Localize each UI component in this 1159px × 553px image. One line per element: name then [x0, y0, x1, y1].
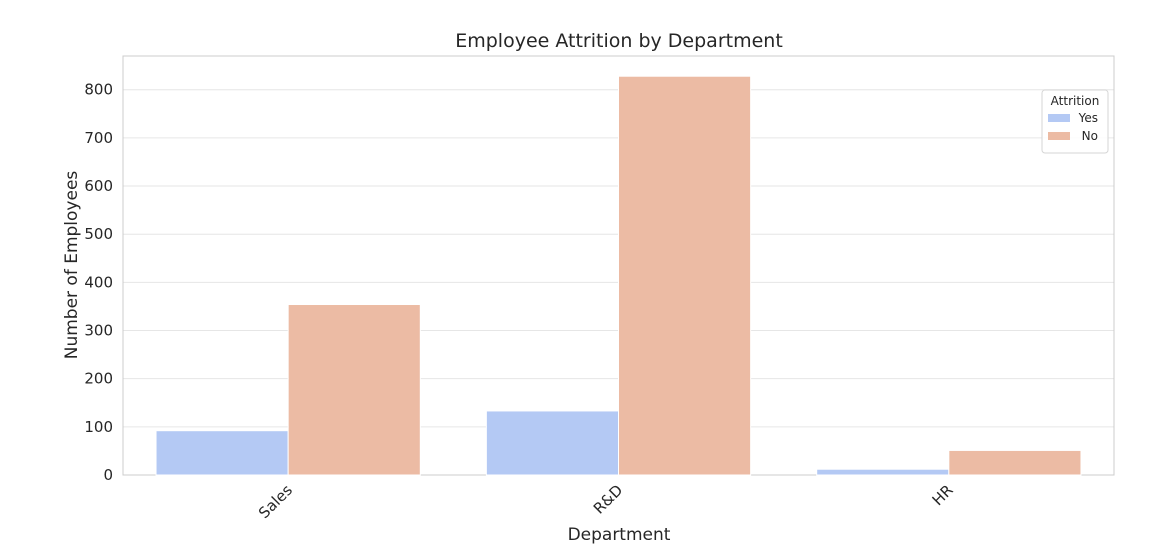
- legend-label-no: No: [1082, 129, 1098, 143]
- legend-title: Attrition: [1051, 94, 1100, 108]
- bar-no-2: [948, 449, 1082, 476]
- y-tick-label: 800: [84, 81, 113, 99]
- x-axis-label: Department: [568, 525, 671, 545]
- x-tick-label: HR: [929, 481, 957, 509]
- legend: Attrition Yes No: [1041, 89, 1109, 154]
- bar-yes-0: [155, 430, 289, 476]
- y-tick-label: 400: [84, 273, 113, 291]
- x-tick-label: Sales: [255, 481, 296, 522]
- y-tick-label: 0: [103, 466, 113, 484]
- y-tick-label: 700: [84, 129, 113, 147]
- bar-no-0: [287, 304, 421, 476]
- legend-swatch-yes: [1048, 114, 1070, 122]
- chart-title: Employee Attrition by Department: [455, 30, 783, 52]
- y-tick-label: 300: [84, 322, 113, 340]
- bar-no-1: [618, 75, 752, 476]
- y-tick-label: 100: [84, 418, 113, 436]
- bar-yes-2: [816, 468, 950, 476]
- y-axis-label: Number of Employees: [62, 171, 82, 360]
- x-axis-ticks: Sales R&D HR: [255, 481, 957, 522]
- y-tick-label: 200: [84, 370, 113, 388]
- y-tick-label: 600: [84, 177, 113, 195]
- bars: [155, 75, 1082, 476]
- bar-yes-1: [485, 410, 619, 476]
- legend-swatch-no: [1048, 132, 1070, 140]
- x-tick-label: R&D: [590, 481, 627, 518]
- y-tick-label: 500: [84, 225, 113, 243]
- y-axis-ticks: 0 100 200 300 400 500 600 700 800: [84, 81, 113, 484]
- legend-label-yes: Yes: [1078, 111, 1098, 125]
